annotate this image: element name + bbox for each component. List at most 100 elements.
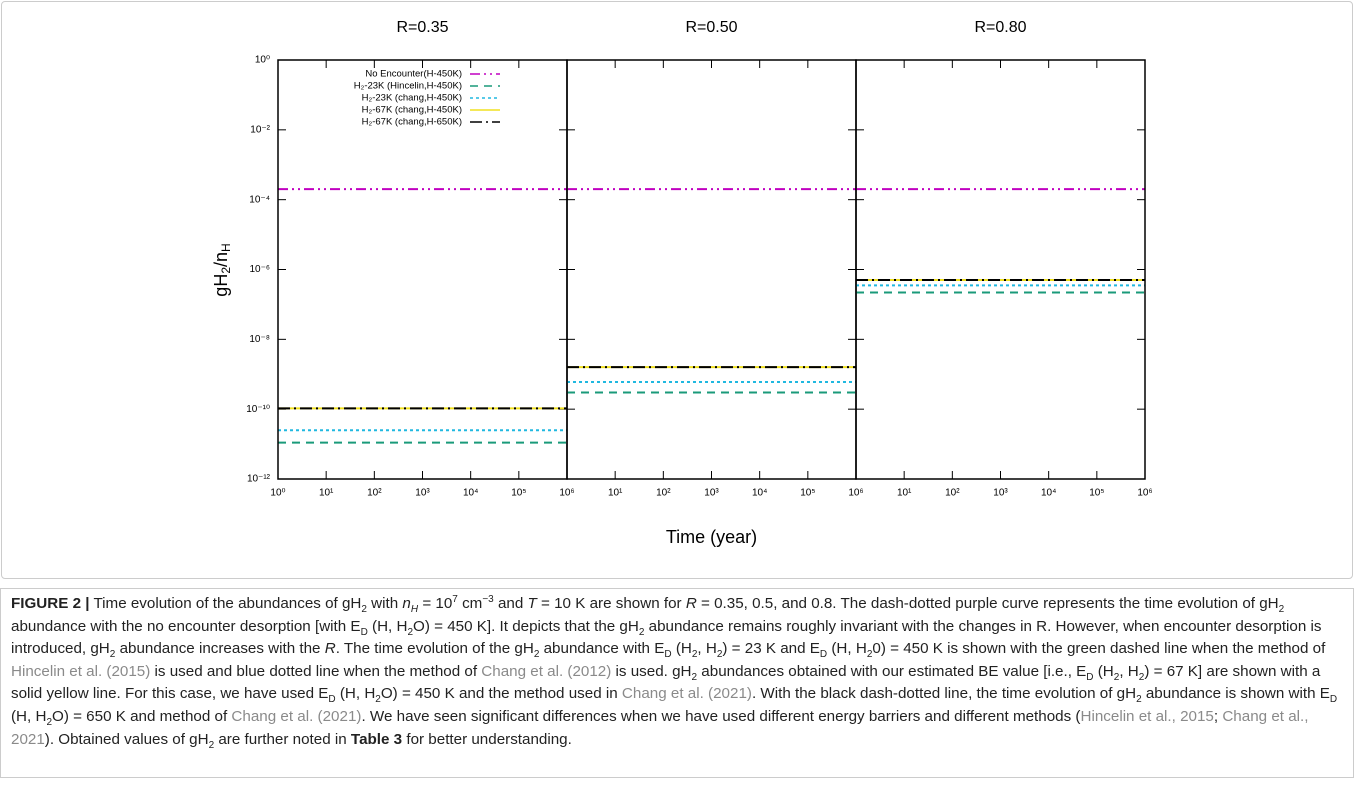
legend-label: H₂-23K (Hincelin,H-450K) [354,81,462,92]
caption-text: abundance increases with the [115,640,325,658]
caption-text: abundance is shown with E [1141,685,1330,703]
caption-text: abundances obtained with our estimated B… [697,662,1087,680]
caption-text: 2 [375,694,381,706]
caption-text: with [366,595,403,612]
y-tick-label: 10⁻⁸ [249,334,270,345]
caption-text: 2 [1278,604,1285,616]
caption-text: T [527,595,537,612]
caption-text: ; [1213,707,1223,725]
y-axis-label: gH2/nH [211,243,233,296]
y-axis-label-part: gH [211,274,231,297]
caption-text: D [328,694,336,706]
x-tick-label: 10⁵ [800,488,815,499]
panel-frame [855,59,1146,480]
citation-link[interactable]: Chang et al. (2012) [481,662,612,680]
x-tick-label: 10⁴ [1041,488,1056,499]
caption-text: 2 [407,626,414,638]
caption-text: 2 [1136,694,1142,706]
caption-text: O) = 450 K and the method used in [380,685,622,703]
caption-text: cm [457,595,483,612]
x-tick-label: 10² [945,488,960,499]
caption-text: (H, H [827,640,867,658]
caption-text: 2 [716,649,723,661]
caption-text: 2 [1138,671,1145,683]
panel-title: R=0.50 [685,19,737,36]
y-axis-label-part: H [219,243,233,252]
caption-text: abundance with E [539,640,665,658]
caption-text: D [819,649,828,661]
caption-text: 0) = 450 K is shown with the green dashe… [872,640,1326,658]
caption-text: R [685,595,697,612]
legend-label: H₂-67K (chang,H-450K) [362,105,462,116]
caption-text: , H [1119,662,1139,680]
caption-text: 7 [452,593,458,605]
x-tick-label: 10⁶ [1137,488,1152,499]
panel-title: R=0.35 [396,19,448,36]
legend-label: No Encounter(H-450K) [365,69,462,80]
x-tick-label: 10⁴ [752,488,767,499]
caption-text: for better understanding. [402,730,572,748]
caption-text: Table 3 [350,730,403,748]
y-tick-label: 10⁻⁴ [249,194,270,205]
y-axis-label-part: /n [211,252,231,267]
citation-link[interactable]: Chang et al. (2021) [621,685,752,703]
caption-text: abundance remains roughly invariant with… [11,617,1322,658]
caption-text: 2 [691,649,698,661]
caption-text: H [410,604,419,616]
x-tick-label: 10¹ [897,488,912,499]
legend-label: H₂-23K (chang,H-450K) [362,93,462,104]
caption-text: D [1329,694,1338,706]
figure-frame [1,1,1353,579]
caption-text: abundance with the no encounter desorpti… [11,617,361,635]
caption-text: 2 [638,626,645,638]
caption-text: D [664,649,672,661]
x-tick-label: 10³ [993,488,1008,499]
legend-label: H₂-67K (chang,H-650K) [362,117,462,128]
caption-text: , H [697,640,717,658]
citation-link[interactable]: Chang et al. (2021) [231,707,362,725]
caption-text: O) = 450 K]. It depicts that the gH [413,617,639,635]
y-axis-label-part: 2 [219,267,233,274]
caption-text: R [324,640,336,658]
x-tick-label: 10³ [415,488,430,499]
caption-text: (H, H [11,707,47,725]
caption-text: Time evolution of the abundances of gH [89,595,362,612]
panel-frame [566,59,857,480]
caption-text: (H [1093,662,1114,680]
caption-text: 2 [361,604,367,616]
caption-text: 2 [533,649,540,661]
x-tick-label: 10⁶ [848,488,863,499]
y-tick-label: 10⁻⁶ [249,264,270,275]
caption-text: are further noted in [214,730,351,748]
caption-text: (H, H [367,617,408,635]
y-tick-label: 10⁰ [255,55,270,66]
x-tick-label: 10⁵ [1089,488,1104,499]
caption-text: D [1086,671,1094,683]
caption-text: 2 [109,649,116,661]
caption-text: = 10 K are shown for [536,595,686,612]
caption-text: . We have seen significant differences w… [361,707,1081,725]
y-tick-label: 10⁻¹⁰ [246,404,270,415]
caption-text: ) = 23 K and E [722,640,820,658]
citation-link[interactable]: Hincelin et al., 2015 [1080,707,1214,725]
x-tick-label: 10⁰ [270,488,285,499]
panel-title: R=0.80 [974,19,1026,36]
caption-text: (H [671,640,692,658]
caption-text: 2 [691,671,698,683]
citation-link[interactable]: Hincelin et al. (2015) [11,662,151,680]
x-tick-label: 10⁴ [463,488,478,499]
caption-text: (H, H [335,685,376,703]
caption-text: 2 [46,717,52,728]
caption: FIGURE 2 | Time evolution of the abundan… [0,588,1354,778]
caption-text: ) = 67 K] are shown with a solid yellow … [11,662,1321,703]
x-axis-label: Time (year) [666,527,757,547]
caption-text: 2 [208,739,215,751]
caption-text: 2 [866,649,873,661]
caption-text: . The time evolution of the gH [335,640,534,658]
citation-link[interactable]: Chang et al., 2021 [11,707,1309,748]
x-tick-label: 10⁶ [559,488,574,499]
caption-text: D [360,626,368,638]
caption-text: is used. gH [611,662,692,680]
caption-text: 2 [1113,671,1120,683]
